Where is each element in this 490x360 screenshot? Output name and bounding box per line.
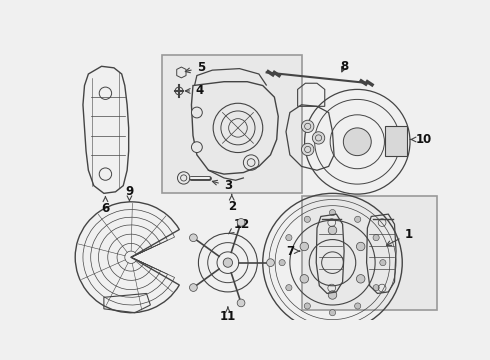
Text: 7: 7 [286, 244, 299, 258]
Circle shape [190, 234, 197, 242]
Circle shape [355, 216, 361, 222]
Circle shape [356, 242, 365, 251]
Circle shape [300, 275, 309, 283]
Circle shape [356, 275, 365, 283]
Text: 11: 11 [220, 307, 236, 323]
Circle shape [301, 143, 314, 156]
Circle shape [373, 235, 379, 241]
Text: 4: 4 [185, 85, 203, 98]
Bar [162, 55, 301, 193]
Text: 2: 2 [228, 194, 236, 213]
Circle shape [286, 235, 292, 241]
Circle shape [192, 142, 202, 153]
Text: 5: 5 [185, 61, 205, 74]
Circle shape [329, 210, 336, 216]
Circle shape [286, 285, 292, 291]
Circle shape [237, 299, 245, 307]
Text: 12: 12 [228, 218, 250, 234]
Bar [301, 195, 437, 310]
Text: 8: 8 [340, 60, 348, 73]
Text: 3: 3 [212, 179, 232, 192]
Text: 9: 9 [125, 185, 134, 201]
Circle shape [223, 258, 233, 267]
Circle shape [343, 128, 371, 156]
Circle shape [301, 120, 314, 132]
Bar [385, 126, 407, 156]
Circle shape [192, 107, 202, 118]
Circle shape [304, 216, 310, 222]
Text: 10: 10 [410, 133, 432, 146]
Circle shape [312, 132, 325, 144]
Circle shape [328, 226, 337, 235]
Circle shape [328, 291, 337, 299]
Circle shape [304, 303, 310, 309]
Circle shape [300, 242, 309, 251]
Circle shape [380, 260, 386, 266]
Circle shape [237, 219, 245, 226]
Circle shape [279, 260, 285, 266]
Circle shape [373, 285, 379, 291]
Text: 1: 1 [387, 228, 413, 246]
Circle shape [190, 284, 197, 291]
Text: 6: 6 [101, 197, 110, 215]
Circle shape [355, 303, 361, 309]
Circle shape [267, 259, 274, 266]
Circle shape [329, 310, 336, 316]
